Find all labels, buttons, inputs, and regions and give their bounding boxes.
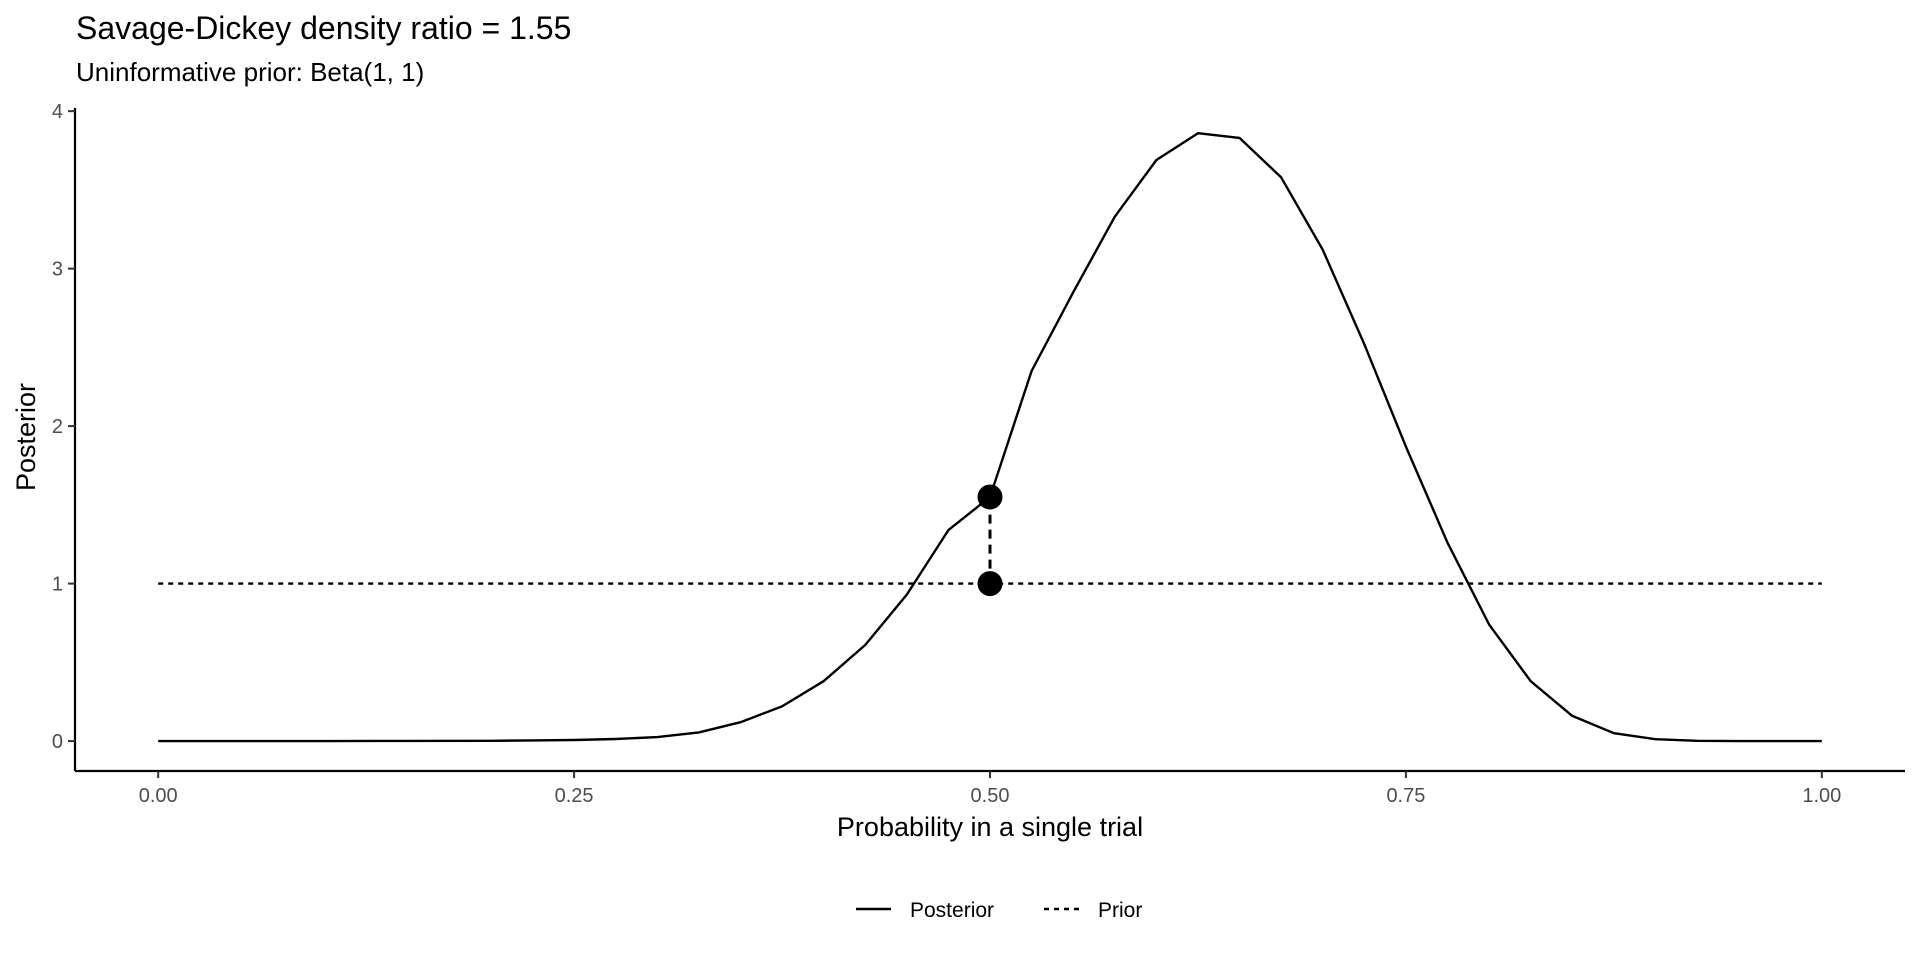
x-tick-label: 0.00 (139, 785, 178, 807)
x-axis-ticks: 0.00 0.25 0.50 0.75 1.00 (139, 771, 1841, 807)
legend-label-posterior: Posterior (910, 899, 994, 922)
x-tick-label: 1.00 (1802, 785, 1841, 807)
x-axis-title: Probability in a single trial (837, 812, 1143, 842)
series-layer (158, 131, 1822, 743)
y-tick-label: 0 (52, 731, 63, 753)
points-layer (977, 484, 1003, 597)
axes (73, 108, 1905, 773)
chart-subtitle: Uninformative prior: Beta(1, 1) (76, 57, 425, 87)
series-line-posterior (158, 131, 1822, 743)
y-tick-label: 3 (52, 259, 63, 281)
y-tick-label: 4 (52, 101, 63, 123)
chart-title: Savage-Dickey density ratio = 1.55 (76, 10, 572, 46)
y-axis-title: Posterior (11, 383, 41, 491)
density-point (977, 484, 1003, 510)
x-tick-label: 0.25 (555, 785, 594, 807)
x-tick-label: 0.75 (1386, 785, 1425, 807)
y-tick-label: 1 (52, 574, 63, 596)
density-point (977, 571, 1003, 597)
y-axis-ticks: 0 1 2 3 4 (52, 101, 75, 753)
x-tick-label: 0.50 (971, 785, 1010, 807)
y-tick-label: 2 (52, 416, 63, 438)
legend-label-prior: Prior (1098, 899, 1142, 922)
legend: Posterior Prior (856, 899, 1142, 922)
